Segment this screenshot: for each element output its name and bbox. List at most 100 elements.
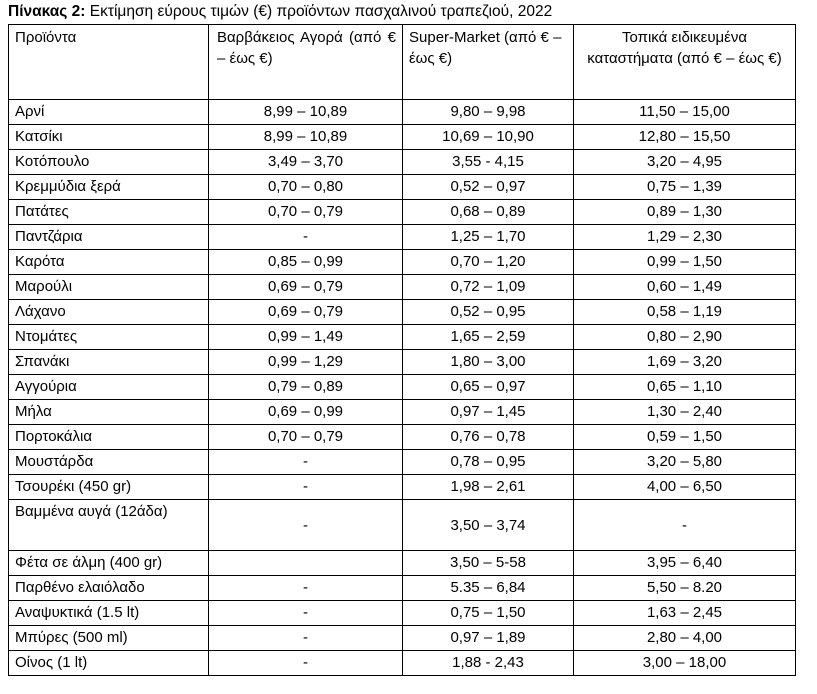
header-varvakeios: Βαρβάκειος Αγορά (από € – έως €) bbox=[208, 24, 403, 100]
table-row: Καρότα 0,85 – 0,99 0,70 – 1,20 0,99 – 1,50 bbox=[8, 249, 796, 275]
header-supermarket: Super-Market (από € – έως €) bbox=[402, 24, 574, 100]
product-cell: Μπύρες (500 ml) bbox=[8, 625, 209, 651]
product-cell: Οίνος (1 lt) bbox=[8, 650, 209, 676]
supermarket-price-cell: 10,69 – 10,90 bbox=[402, 124, 574, 150]
table-row: Λάχανο 0,69 – 0,79 0,52 – 0,95 0,58 – 1,19 bbox=[8, 299, 796, 325]
product-cell: Κρεμμύδια ξερά bbox=[8, 174, 209, 200]
table-row: Αρνί 8,99 – 10,89 9,80 – 9,98 11,50 – 15,00 bbox=[8, 99, 796, 125]
table-row: Φέτα σε άλμη (400 gr) 3,50 – 5-58 3,95 – 6… bbox=[8, 550, 796, 576]
local-shops-price-cell: 5,50 – 8.20 bbox=[573, 575, 796, 601]
local-shops-price-cell: 0,99 – 1,50 bbox=[573, 249, 796, 275]
table-row: Μουστάρδα -0,78 – 0,95 3,20 – 5,80 bbox=[8, 449, 796, 475]
product-cell: Αναψυκτικά (1.5 lt) bbox=[8, 600, 209, 626]
varvakeios-price-cell: 0,99 – 1,29 bbox=[208, 349, 403, 375]
varvakeios-price-cell: 8,99 – 10,89 bbox=[208, 99, 403, 125]
supermarket-price-cell: 0,75 – 1,50 bbox=[402, 600, 574, 626]
product-cell: Κατσίκι bbox=[8, 124, 209, 150]
varvakeios-price-cell: 0,69 – 0,79 bbox=[208, 299, 403, 325]
supermarket-price-cell: 3,55 - 4,15 bbox=[402, 149, 574, 175]
supermarket-price-cell: 0,78 – 0,95 bbox=[402, 449, 574, 475]
local-shops-price-cell: 0,75 – 1,39 bbox=[573, 174, 796, 200]
supermarket-price-cell: 0,97 – 1,45 bbox=[402, 399, 574, 425]
table-caption: Πίνακας 2: Εκτίμηση εύρους τιμών (€) προ… bbox=[8, 3, 552, 21]
header-products: Προϊόντα bbox=[8, 24, 209, 100]
table-row: Οίνος (1 lt) -1,88 - 2,43 3,00 – 18,00 bbox=[8, 650, 796, 676]
product-cell: Βαμμένα αυγά (12άδα) bbox=[8, 499, 209, 551]
table-row: Μαρούλι 0,69 – 0,79 0,72 – 1,09 0,60 – 1,49 bbox=[8, 274, 796, 300]
supermarket-price-cell: 1,65 – 2,59 bbox=[402, 324, 574, 350]
varvakeios-price-cell: 0,70 – 0,79 bbox=[208, 424, 403, 450]
product-cell: Τσουρέκι (450 gr) bbox=[8, 474, 209, 500]
varvakeios-price-cell: 0,69 – 0,79 bbox=[208, 274, 403, 300]
local-shops-price-cell: 1,29 – 2,30 bbox=[573, 224, 796, 250]
product-cell: Καρότα bbox=[8, 249, 209, 275]
local-shops-price-cell: 0,60 – 1,49 bbox=[573, 274, 796, 300]
varvakeios-price-cell bbox=[208, 550, 403, 576]
product-cell: Αγγούρια bbox=[8, 374, 209, 400]
supermarket-price-cell: 0,97 – 1,89 bbox=[402, 625, 574, 651]
varvakeios-price-cell: 0,69 – 0,99 bbox=[208, 399, 403, 425]
varvakeios-price-cell: 0,70 – 0,79 bbox=[208, 199, 403, 225]
product-cell: Κοτόπουλο bbox=[8, 149, 209, 175]
caption-text: Εκτίμηση εύρους τιμών (€) προϊόντων πασχ… bbox=[85, 3, 553, 20]
table-row: Τσουρέκι (450 gr) -1,98 – 2,61 4,00 – 6,50 bbox=[8, 474, 796, 500]
table-row: Ντομάτες 0,99 – 1,49 1,65 – 2,59 0,80 – 2,9… bbox=[8, 324, 796, 350]
varvakeios-price-cell: 0,79 – 0,89 bbox=[208, 374, 403, 400]
table-row: Πατάτες 0,70 – 0,79 0,68 – 0,89 0,89 – 1,30 bbox=[8, 199, 796, 225]
table-row: Παρθένο ελαιόλαδο -5.35 – 6,84 5,50 – 8.20 bbox=[8, 575, 796, 601]
product-cell: Μαρούλι bbox=[8, 274, 209, 300]
table-row: Κρεμμύδια ξερά 0,70 – 0,80 0,52 – 0,97 0,75… bbox=[8, 174, 796, 200]
varvakeios-price-cell: - bbox=[208, 575, 403, 601]
varvakeios-price-cell: - bbox=[208, 474, 403, 500]
varvakeios-price-cell: 0,85 – 0,99 bbox=[208, 249, 403, 275]
varvakeios-price-cell: 0,99 – 1,49 bbox=[208, 324, 403, 350]
table-row: Μήλα 0,69 – 0,99 0,97 – 1,45 1,30 – 2,40 bbox=[8, 399, 796, 425]
varvakeios-price-cell: - bbox=[208, 449, 403, 475]
local-shops-price-cell: 2,80 – 4,00 bbox=[573, 625, 796, 651]
product-cell: Πορτοκάλια bbox=[8, 424, 209, 450]
local-shops-price-cell: 3,95 – 6,40 bbox=[573, 550, 796, 576]
product-cell: Ντομάτες bbox=[8, 324, 209, 350]
supermarket-price-cell: 3,50 – 5-58 bbox=[402, 550, 574, 576]
varvakeios-price-cell: - bbox=[208, 600, 403, 626]
supermarket-price-cell: 1,25 – 1,70 bbox=[402, 224, 574, 250]
varvakeios-price-cell: - bbox=[208, 224, 403, 250]
local-shops-price-cell: 1,30 – 2,40 bbox=[573, 399, 796, 425]
supermarket-price-cell: 0,52 – 0,95 bbox=[402, 299, 574, 325]
table-row: Κοτόπουλο 3,49 – 3,70 3,55 - 4,15 3,20 – 4,… bbox=[8, 149, 796, 175]
product-cell: Μουστάρδα bbox=[8, 449, 209, 475]
varvakeios-price-cell: 3,49 – 3,70 bbox=[208, 149, 403, 175]
table-row: Μπύρες (500 ml) -0,97 – 1,89 2,80 – 4,00 bbox=[8, 625, 796, 651]
supermarket-price-cell: 0,70 – 1,20 bbox=[402, 249, 574, 275]
supermarket-price-cell: 9,80 – 9,98 bbox=[402, 99, 574, 125]
local-shops-price-cell: 1,69 – 3,20 bbox=[573, 349, 796, 375]
table-row: Αγγούρια 0,79 – 0,89 0,65 – 0,97 0,65 – 1,1… bbox=[8, 374, 796, 400]
supermarket-price-cell: 0,68 – 0,89 bbox=[402, 199, 574, 225]
supermarket-price-cell: 0,76 – 0,78 bbox=[402, 424, 574, 450]
header-row: Προϊόντα Βαρβάκειος Αγορά (από € – έως €… bbox=[8, 24, 796, 100]
table-row: Παντζάρια -1,25 – 1,70 1,29 – 2,30 bbox=[8, 224, 796, 250]
product-cell: Παντζάρια bbox=[8, 224, 209, 250]
local-shops-price-cell: 3,00 – 18,00 bbox=[573, 650, 796, 676]
varvakeios-price-cell: 8,99 – 10,89 bbox=[208, 124, 403, 150]
supermarket-price-cell: 1,88 - 2,43 bbox=[402, 650, 574, 676]
supermarket-price-cell: 1,80 – 3,00 bbox=[402, 349, 574, 375]
table-row: Πορτοκάλια 0,70 – 0,79 0,76 – 0,78 0,59 – 1… bbox=[8, 424, 796, 450]
varvakeios-price-cell: 0,70 – 0,80 bbox=[208, 174, 403, 200]
table-body: Αρνί 8,99 – 10,89 9,80 – 9,98 11,50 – 15,00… bbox=[8, 99, 796, 676]
product-cell: Φέτα σε άλμη (400 gr) bbox=[8, 550, 209, 576]
table-row: Σπανάκι 0,99 – 1,29 1,80 – 3,00 1,69 – 3,20 bbox=[8, 349, 796, 375]
local-shops-price-cell: 12,80 – 15,50 bbox=[573, 124, 796, 150]
local-shops-price-cell: - bbox=[573, 499, 796, 551]
varvakeios-price-cell: - bbox=[208, 499, 403, 551]
table-row: Βαμμένα αυγά (12άδα) -3,50 – 3,74- bbox=[8, 499, 796, 551]
local-shops-price-cell: 3,20 – 5,80 bbox=[573, 449, 796, 475]
local-shops-price-cell: 0,80 – 2,90 bbox=[573, 324, 796, 350]
header-local-shops: Τοπικά ειδικευμένα καταστήματα (από € – … bbox=[573, 24, 796, 100]
product-cell: Μήλα bbox=[8, 399, 209, 425]
supermarket-price-cell: 0,72 – 1,09 bbox=[402, 274, 574, 300]
supermarket-price-cell: 3,50 – 3,74 bbox=[402, 499, 574, 551]
local-shops-price-cell: 0,89 – 1,30 bbox=[573, 199, 796, 225]
supermarket-price-cell: 0,52 – 0,97 bbox=[402, 174, 574, 200]
caption-label: Πίνακας 2: bbox=[8, 3, 86, 20]
